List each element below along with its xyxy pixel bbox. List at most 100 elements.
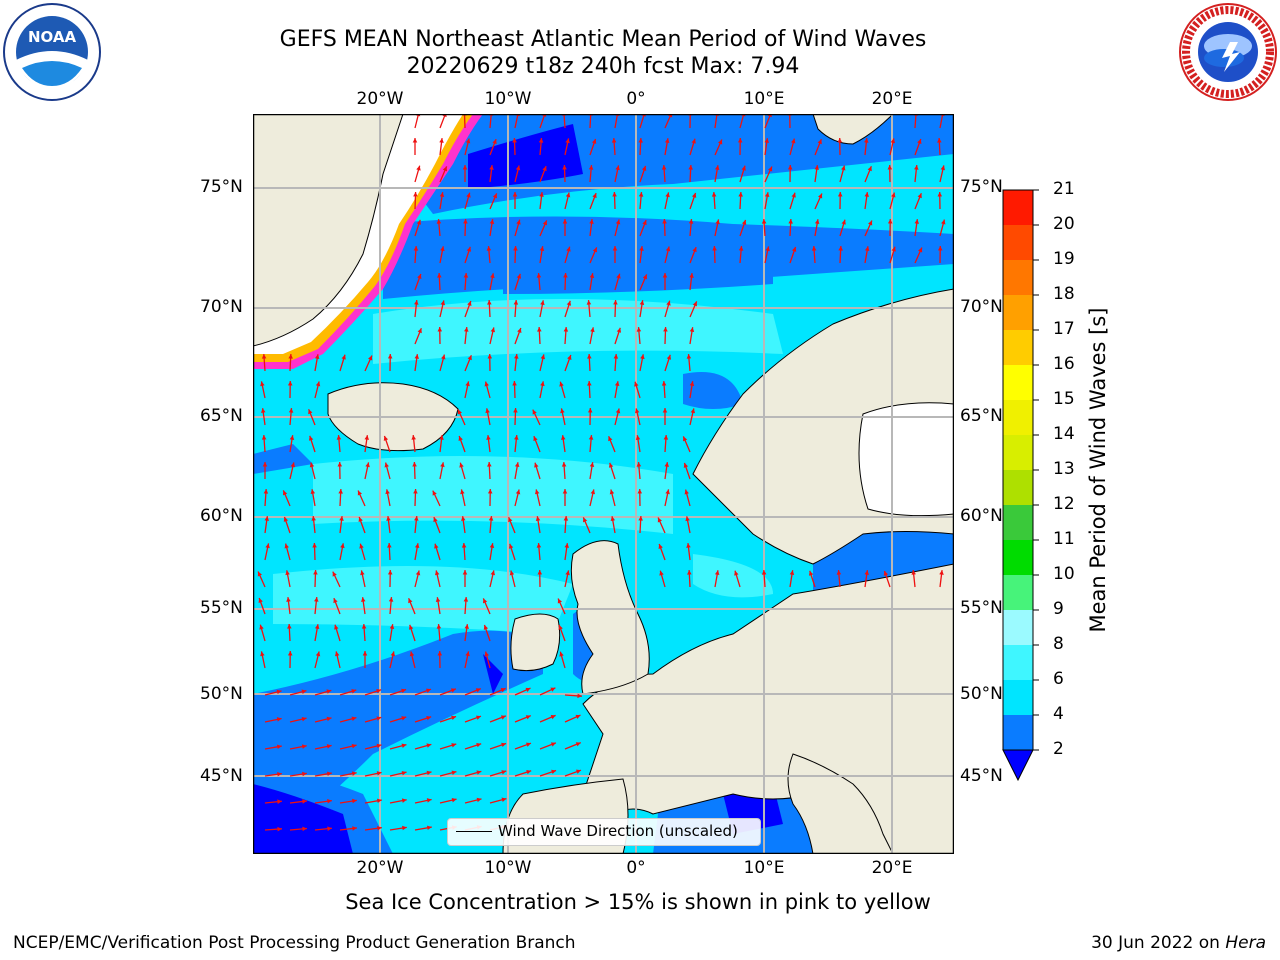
wind-wave-arrow — [589, 114, 592, 129]
wind-wave-arrowhead — [401, 743, 407, 748]
wind-wave-arrowhead — [687, 570, 692, 575]
wind-wave-arrowhead — [414, 354, 419, 359]
wind-wave-arrowhead — [364, 435, 369, 440]
wind-wave-arrowhead — [537, 570, 543, 575]
wind-wave-arrowhead — [639, 300, 645, 305]
wind-wave-arrowhead — [515, 165, 521, 171]
wind-wave-arrowhead — [937, 246, 943, 251]
wind-wave-arrowhead — [415, 570, 421, 576]
wind-wave-arrowhead — [359, 543, 364, 549]
wind-wave-arrowhead — [538, 138, 544, 143]
wind-wave-arrowhead — [550, 687, 556, 692]
wind-wave-arrowhead — [467, 355, 472, 361]
wind-wave-arrowhead — [312, 543, 317, 548]
wind-wave-arrowhead — [276, 717, 282, 722]
wind-wave-arrowhead — [634, 408, 640, 414]
wind-wave-arrowhead — [301, 689, 307, 694]
wind-wave-arrowhead — [376, 798, 382, 804]
wind-wave-arrowhead — [534, 462, 539, 468]
wind-wave-arrowhead — [501, 742, 507, 748]
italy-land — [787, 753, 894, 854]
wind-wave-arrowhead — [512, 192, 518, 197]
colorbar — [1002, 189, 1039, 782]
wind-wave-arrowhead — [302, 771, 307, 777]
wind-wave-arrowhead — [440, 462, 445, 468]
wind-wave-arrowhead — [412, 462, 417, 467]
colorbar-tick-label: 6 — [1053, 669, 1064, 689]
wind-wave-arrowhead — [483, 624, 489, 630]
wind-wave-arrowhead — [311, 516, 316, 521]
wind-wave-arrowhead — [451, 797, 457, 803]
wind-wave-arrowhead — [691, 192, 697, 198]
wind-wave-arrowhead — [309, 462, 315, 468]
wind-wave-arrowhead — [615, 219, 621, 225]
wind-wave-arrowhead — [575, 714, 581, 719]
wind-wave-arrowhead — [426, 770, 432, 776]
wind-wave-arrowhead — [417, 274, 422, 279]
wind-wave-arrowhead — [333, 598, 338, 604]
wind-wave-arrowhead — [636, 462, 642, 467]
wind-wave-arrowhead — [401, 688, 407, 694]
wind-wave-arrowhead — [388, 597, 394, 602]
wind-wave-arrowhead — [461, 543, 467, 548]
wind-wave-arrowhead — [636, 327, 642, 332]
wind-wave-arrow — [463, 114, 466, 129]
lat-label-right-75n: 75°N — [960, 177, 1003, 197]
wind-wave-arrowhead — [508, 543, 514, 549]
wind-wave-arrowhead — [487, 489, 493, 494]
wind-wave-arrow — [489, 114, 492, 129]
wind-wave-arrowhead — [336, 435, 342, 440]
wind-wave-arrowhead — [416, 219, 422, 225]
wind-wave-arrowhead — [365, 462, 370, 468]
colorbar-under-extension — [1002, 749, 1034, 782]
wind-wave-arrowhead — [490, 273, 495, 279]
colorbar-tick-label: 19 — [1053, 249, 1075, 269]
lon-label-bottom-20e: 20°E — [871, 858, 913, 878]
wind-wave-arrowhead — [277, 772, 282, 777]
wind-wave-arrowhead — [533, 436, 538, 442]
wind-wave-arrowhead — [352, 798, 357, 804]
wind-wave-arrowhead — [334, 651, 340, 657]
wind-wave-arrowhead — [261, 435, 267, 440]
wind-wave-arrowhead — [661, 381, 667, 386]
sea-ice-caption: Sea Ice Concentration > 15% is shown in … — [345, 890, 931, 914]
wind-wave-arrowhead — [302, 799, 307, 804]
wind-wave-arrowhead — [940, 165, 946, 171]
wind-wave-arrowhead — [517, 328, 522, 333]
wind-wave-arrowhead — [563, 273, 568, 278]
wind-wave-arrowhead — [466, 192, 471, 198]
wind-wave-arrowhead — [887, 219, 893, 224]
wind-wave-arrowhead — [616, 273, 621, 279]
colorbar-tick-label: 16 — [1053, 354, 1075, 374]
wind-wave-arrowhead — [917, 139, 922, 144]
wind-wave-arrowhead — [265, 543, 270, 549]
wind-wave-arrowhead — [434, 543, 439, 549]
lon-label-bottom-0: 0° — [626, 858, 646, 878]
wind-wave-arrowhead — [714, 570, 720, 576]
colorbar-segment — [1003, 260, 1033, 295]
wind-wave-arrowhead — [616, 327, 622, 333]
colorbar-segment — [1003, 715, 1033, 750]
wind-wave-arrowhead — [513, 300, 519, 305]
wind-wave-arrowhead — [914, 165, 919, 170]
wind-wave-arrowhead — [542, 220, 547, 226]
wind-wave-arrowhead — [814, 219, 820, 225]
footer-date: 30 Jun 2022 on Hera — [1091, 933, 1266, 953]
lat-label-left-50n: 50°N — [200, 684, 243, 704]
wind-wave-arrowhead — [512, 138, 517, 143]
wind-wave-arrowhead — [664, 138, 670, 144]
wind-wave-arrowhead — [413, 489, 418, 494]
colorbar-segment — [1003, 575, 1033, 610]
wind-wave-arrowhead — [440, 300, 446, 306]
wind-wave-arrowhead — [614, 381, 620, 387]
colorbar-tick-label: 10 — [1053, 564, 1075, 584]
wind-wave-arrowhead — [436, 219, 442, 224]
wind-wave-arrowhead — [341, 354, 346, 360]
wind-wave-arrowhead — [558, 625, 563, 630]
wind-wave-arrowhead — [513, 246, 518, 251]
wind-wave-arrowhead — [488, 516, 494, 521]
wind-wave-arrowhead — [817, 139, 822, 145]
wind-wave-arrowhead — [639, 246, 644, 251]
wind-wave-arrowhead — [385, 489, 390, 495]
wind-wave-arrowhead — [684, 489, 689, 495]
